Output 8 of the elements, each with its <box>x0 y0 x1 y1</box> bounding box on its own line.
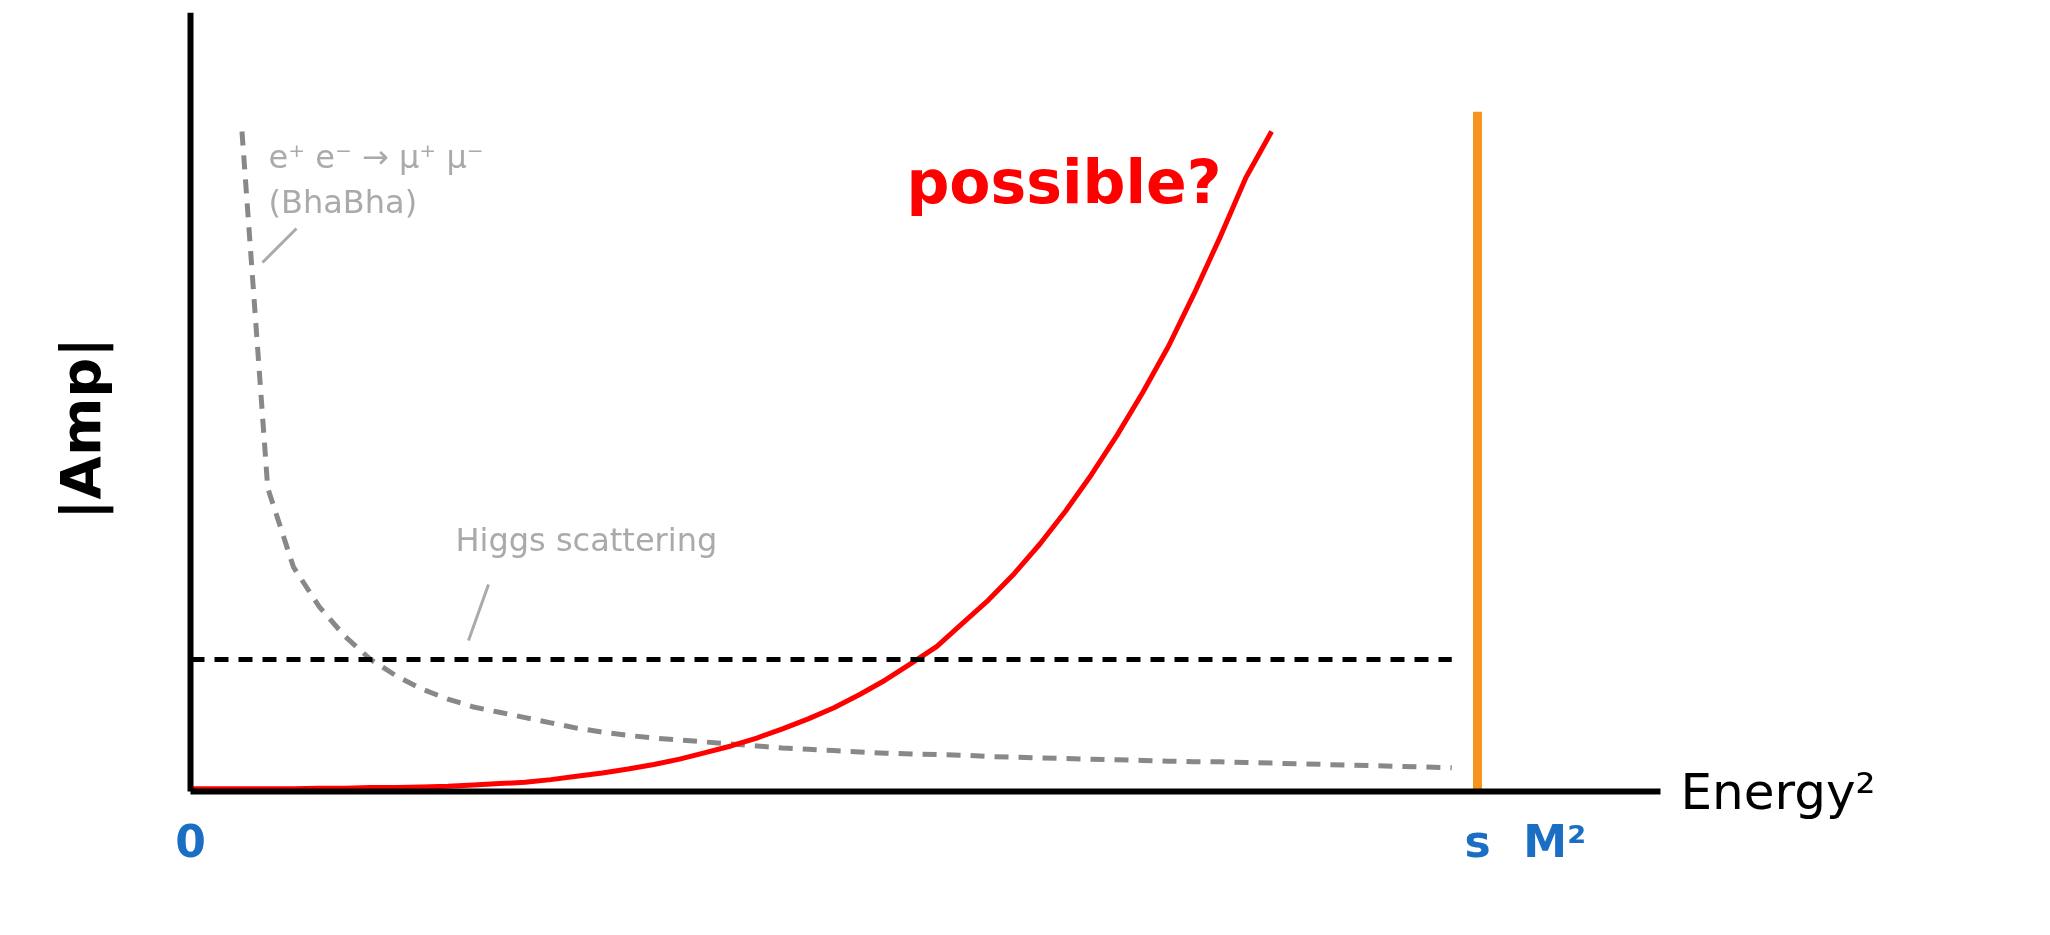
y-axis-title: |Amp| <box>48 337 114 520</box>
annotation: Higgs scattering <box>455 520 718 559</box>
x-axis-title: Energy² <box>1680 762 1876 821</box>
series-label: possible? <box>906 146 1222 217</box>
annotation: e⁺ e⁻ → μ⁺ μ⁻ (BhaBha) <box>268 137 484 222</box>
x-tick-label: 0 <box>175 816 206 868</box>
x-tick-label: s <box>1464 816 1491 868</box>
x-tick-label: M² <box>1523 816 1587 868</box>
